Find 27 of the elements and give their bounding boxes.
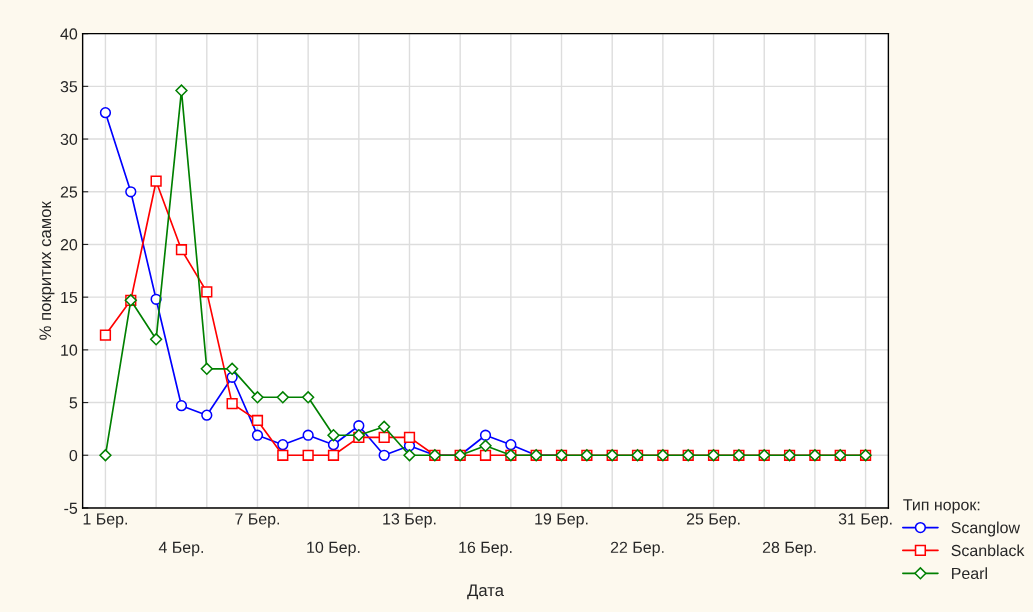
y-tick-label: 25 [60, 186, 78, 198]
x-tick-label: 22 Бер. [610, 541, 664, 557]
x-tick-label: 28 Бер. [762, 541, 816, 557]
y-tick-label: 30 [60, 133, 78, 145]
legend-label: Scanblack [951, 544, 1025, 557]
x-tick-label: 31 Бер. [838, 513, 892, 528]
y-tick-label: 15 [61, 291, 78, 304]
y-axis-title: % покритих самок [39, 201, 55, 340]
y-tick-label: 5 [69, 397, 78, 409]
y-tick-label: -5 [64, 502, 78, 514]
x-tick-label: 13 Бер. [383, 513, 436, 528]
legend-label: Scanglow [951, 521, 1021, 537]
y-tick-label: 10 [61, 344, 78, 356]
x-tick-label: 4 Бер. [158, 541, 203, 557]
x-tick-label: 16 Бер. [459, 541, 512, 557]
y-tick-label: 35 [60, 80, 78, 93]
x-tick-label: 25 Бер. [686, 513, 740, 528]
x-tick-label: 1 Бер. [83, 513, 127, 528]
x-tick-label: 10 Бер. [307, 541, 360, 557]
legend-title: Тип норок: [903, 499, 980, 514]
x-axis-title: Дата [467, 584, 504, 600]
y-tick-label: 20 [60, 239, 78, 251]
y-tick-label: 0 [69, 449, 78, 462]
y-tick-label: 40 [60, 28, 78, 40]
x-tick-label: 7 Бер. [235, 513, 280, 528]
x-tick-label: 19 Бер. [535, 513, 588, 528]
legend-label: Pearl [952, 567, 987, 580]
